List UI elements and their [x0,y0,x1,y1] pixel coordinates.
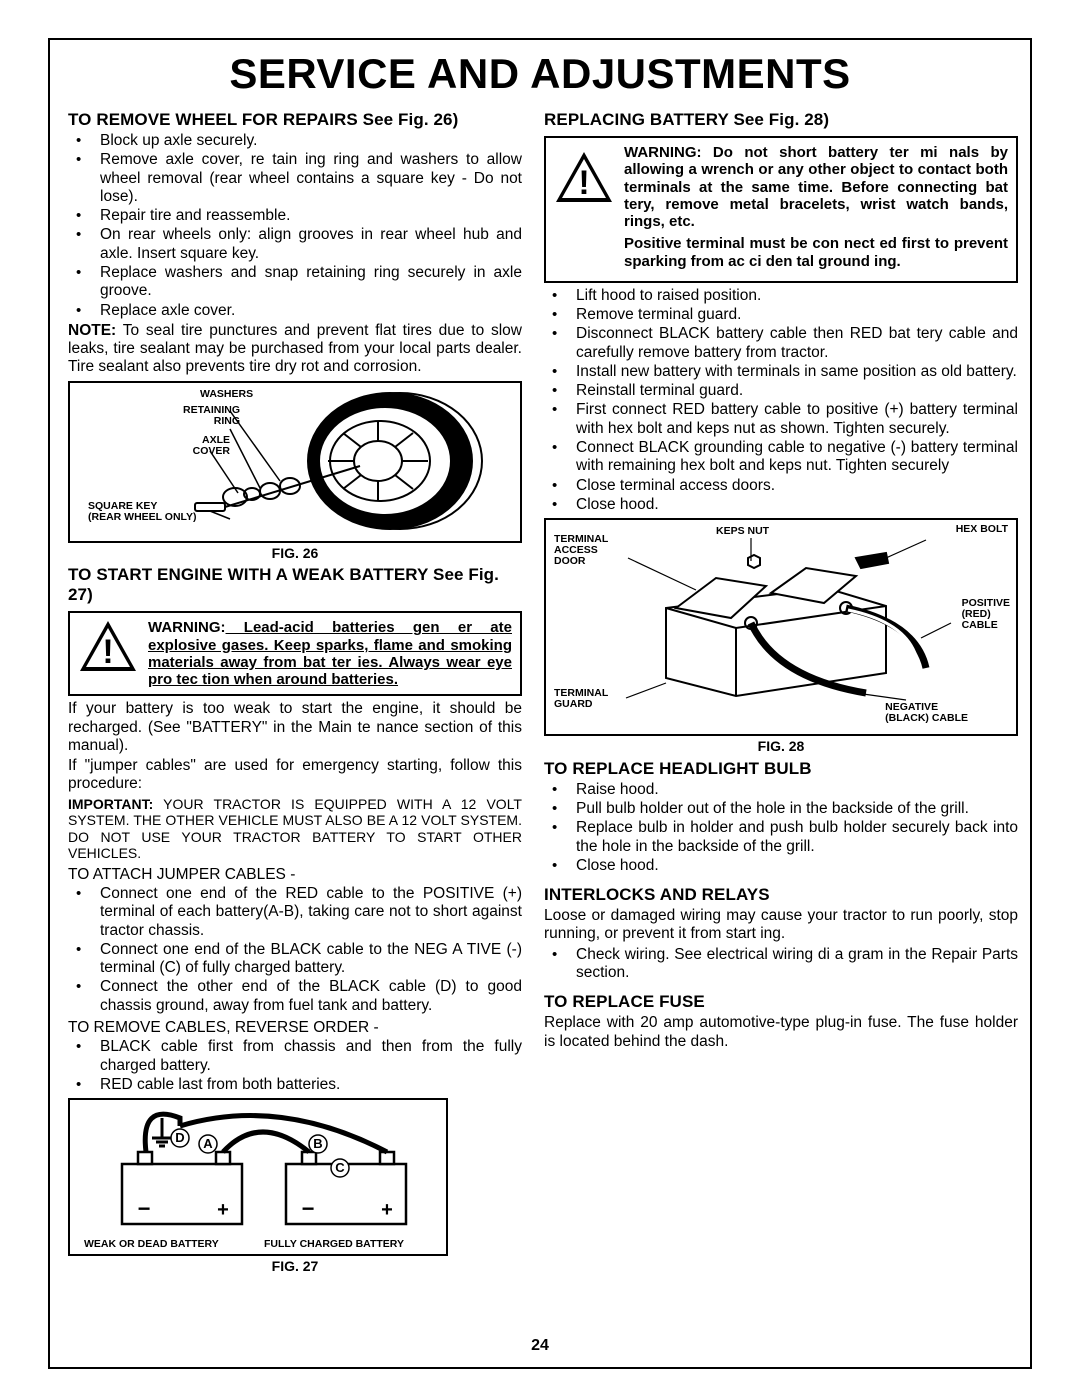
list-item: Replace bulb in holder and push bulb hol… [544,819,1018,856]
right-column: REPLACING BATTERY See Fig. 28) ! WARNING… [544,108,1018,1353]
list-item: Close hood. [544,857,1018,875]
list-item: First connect RED battery cable to posit… [544,401,1018,438]
figure-26: WASHERS RETAININGRING AXLECOVER SQUARE K… [68,381,522,543]
list-item: On rear wheels only: align grooves in re… [68,226,522,263]
list-item: Raise hood. [544,781,1018,799]
warning-text: WARNING: Lead-acid batteries gen er ate … [148,619,512,688]
svg-text:!: ! [578,164,589,202]
fig28-caption: FIG. 28 [544,738,1018,755]
subhead-attach: TO ATTACH JUMPER CABLES - [68,866,522,884]
heading-weak-battery: TO START ENGINE WITH A WEAK BATTERY See … [68,565,522,605]
page-number: 24 [0,1337,1080,1355]
list-item: Connect the other end of the BLACK cable… [68,978,522,1015]
list-item: Connect BLACK grounding cable to negativ… [544,439,1018,476]
left-column: TO REMOVE WHEEL FOR REPAIRS See Fig. 26)… [68,108,522,1353]
list-item: Remove axle cover, re tain ing ring and … [68,151,522,206]
list-item: Disconnect BLACK battery cable then RED … [544,325,1018,362]
attach-list: Connect one end of the RED cable to the … [68,885,522,1015]
warning-icon: ! [554,150,614,206]
list-item: Check wiring. See electrical wiring di a… [544,946,1018,983]
label-keps-nut: KEPS NUT [716,526,769,537]
svg-text:C: C [335,1160,345,1175]
label-terminal-guard: TERMINALGUARD [554,688,608,710]
para-recharge: If your battery is too weak to start the… [68,700,522,755]
list-item: Close terminal access doors. [544,477,1018,495]
list-item: BLACK cable first from chassis and then … [68,1038,522,1075]
page-frame: SERVICE AND ADJUSTMENTS TO REMOVE WHEEL … [48,38,1032,1369]
heading-fuse: TO REPLACE FUSE [544,992,1018,1012]
list-item: Lift hood to raised position. [544,287,1018,305]
fig27-caption: FIG. 27 [68,1258,522,1275]
replace-battery-list: Lift hood to raised position. Remove ter… [544,287,1018,514]
heading-headlight: TO REPLACE HEADLIGHT BULB [544,759,1018,779]
svg-text:D: D [175,1130,184,1145]
label-weak-battery: WEAK OR DEAD BATTERY [84,1239,219,1250]
label-charged-battery: FULLY CHARGED BATTERY [264,1239,404,1250]
list-item: Replace washers and snap retaining ring … [68,264,522,301]
list-item: Install new battery with terminals in sa… [544,363,1018,381]
list-item: Close hood. [544,496,1018,514]
jumper-diagram: D A B C − + − + [80,1108,440,1250]
warning-icon: ! [78,619,138,675]
svg-text:−: − [138,1196,151,1221]
interlocks-list: Check wiring. See electrical wiring di a… [544,946,1018,983]
label-retaining: RETAININGRING [170,405,240,427]
label-positive: POSITIVE(RED)CABLE [962,598,1010,631]
list-item: Block up axle securely. [68,132,522,150]
figure-27: D A B C − + − + WEAK OR DEAD BATTERY FULLY… [68,1098,448,1256]
fig26-caption: FIG. 26 [68,545,522,562]
warning-box-lead-acid: ! WARNING: Lead-acid batteries gen er at… [68,611,522,696]
list-item: Repair tire and reassemble. [68,207,522,225]
note-tire-sealant: NOTE: To seal tire punctures and prevent… [68,322,522,377]
svg-text:A: A [203,1136,213,1151]
page-title: SERVICE AND ADJUSTMENTS [68,50,1012,98]
list-item: Remove terminal guard. [544,306,1018,324]
list-item: Replace axle cover. [68,302,522,320]
list-item: RED cable last from both batteries. [68,1076,522,1094]
heading-interlocks: INTERLOCKS AND RELAYS [544,885,1018,905]
list-item: Connect one end of the RED cable to the … [68,885,522,940]
label-square-key: SQUARE KEY(REAR WHEEL ONLY) [88,501,197,523]
list-item: Pull bulb holder out of the hole in the … [544,800,1018,818]
label-terminal-access: TERMINALACCESSDOOR [554,534,622,567]
subhead-remove: TO REMOVE CABLES, REVERSE ORDER - [68,1019,522,1037]
heading-replace-battery: REPLACING BATTERY See Fig. 28) [544,110,1018,130]
svg-text:+: + [381,1199,393,1221]
label-axle-cover: AXLECOVER [170,435,230,457]
label-washers: WASHERS [200,389,253,400]
svg-text:!: ! [102,633,113,671]
svg-text:B: B [313,1136,322,1151]
para-important: IMPORTANT: YOUR TRACTOR IS EQUIPPED WITH… [68,796,522,862]
label-hex-bolt: HEX BOLT [956,524,1008,535]
remove-wheel-list: Block up axle securely. Remove axle cove… [68,132,522,320]
list-item: Connect one end of the BLACK cable to th… [68,941,522,978]
para-interlocks: Loose or damaged wiring may cause your t… [544,907,1018,944]
warning-text: WARNING: Do not short battery ter mi nal… [624,144,1008,275]
para-jumper: If "jumper cables" are used for emergenc… [68,757,522,794]
para-fuse: Replace with 20 amp automotive-type plug… [544,1014,1018,1051]
heading-remove-wheel: TO REMOVE WHEEL FOR REPAIRS See Fig. 26) [68,110,522,130]
two-column-layout: TO REMOVE WHEEL FOR REPAIRS See Fig. 26)… [68,108,1012,1353]
remove-list: BLACK cable first from chassis and then … [68,1038,522,1094]
list-item: Reinstall terminal guard. [544,382,1018,400]
svg-text:−: − [302,1196,315,1221]
label-negative: NEGATIVE(BLACK) CABLE [885,702,968,724]
figure-28: KEPS NUT TERMINALACCESSDOOR HEX BOLT POS… [544,518,1018,736]
svg-text:+: + [217,1199,229,1221]
warning-box-battery: ! WARNING: Do not short battery ter mi n… [544,136,1018,283]
headlight-list: Raise hood. Pull bulb holder out of the … [544,781,1018,875]
